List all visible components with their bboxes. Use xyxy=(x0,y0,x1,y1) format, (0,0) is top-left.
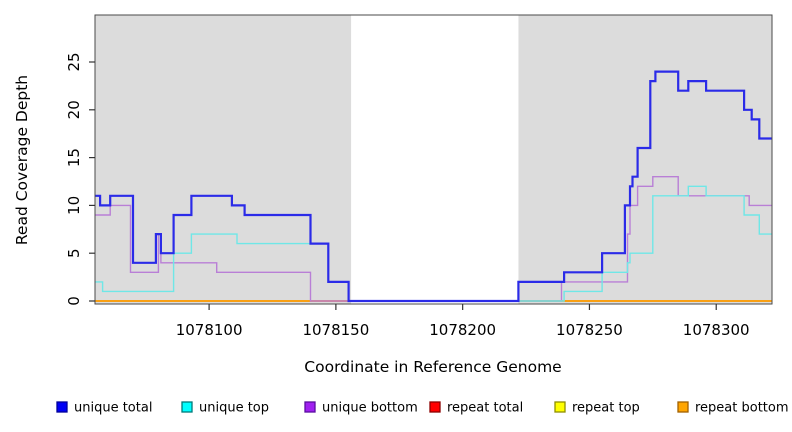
x-tick-label: 1078150 xyxy=(302,321,369,339)
legend-label: repeat total xyxy=(447,401,523,416)
plot-border xyxy=(94,14,773,305)
legend-swatch xyxy=(304,401,316,413)
shaded-regions xyxy=(95,15,772,304)
legend-label: unique bottom xyxy=(322,401,418,416)
x-tick-label: 1078100 xyxy=(176,321,243,339)
legend-swatch xyxy=(429,401,441,413)
x-axis-title: Coordinate in Reference Genome xyxy=(304,358,561,376)
legend-swatch xyxy=(554,401,566,413)
legend-label: unique top xyxy=(199,401,269,416)
y-tick-label: 15 xyxy=(65,148,83,167)
shaded-region xyxy=(518,15,772,304)
legend-swatch xyxy=(56,401,68,413)
series-line-unique-bottom xyxy=(95,176,772,302)
axes: 1078100 1078150 1078200 1078250 1078300 0 5 10 1… xyxy=(65,52,750,339)
series-line-unique-top xyxy=(95,185,772,302)
series-lines xyxy=(95,70,772,303)
x-tick-label: 1078200 xyxy=(429,321,496,339)
y-tick-label: 20 xyxy=(65,100,83,119)
y-tick-label: 0 xyxy=(65,296,83,306)
legend-label: repeat top xyxy=(572,401,640,416)
legend: unique total unique top unique bottom repea… xyxy=(56,401,789,416)
legend-label: unique total xyxy=(74,401,152,416)
y-axis-title: Read Coverage Depth xyxy=(13,75,31,245)
plot-frame xyxy=(94,14,773,305)
shaded-region xyxy=(95,15,352,304)
legend-swatch xyxy=(677,401,689,413)
y-tick-label: 10 xyxy=(65,196,83,215)
series-line-unique-total xyxy=(95,70,772,303)
x-tick-label: 1078300 xyxy=(683,321,750,339)
x-tick-label: 1078250 xyxy=(556,321,623,339)
legend-swatch xyxy=(181,401,193,413)
y-tick-label: 25 xyxy=(65,52,83,71)
legend-label: repeat bottom xyxy=(695,401,789,416)
y-tick-label: 5 xyxy=(65,248,83,258)
